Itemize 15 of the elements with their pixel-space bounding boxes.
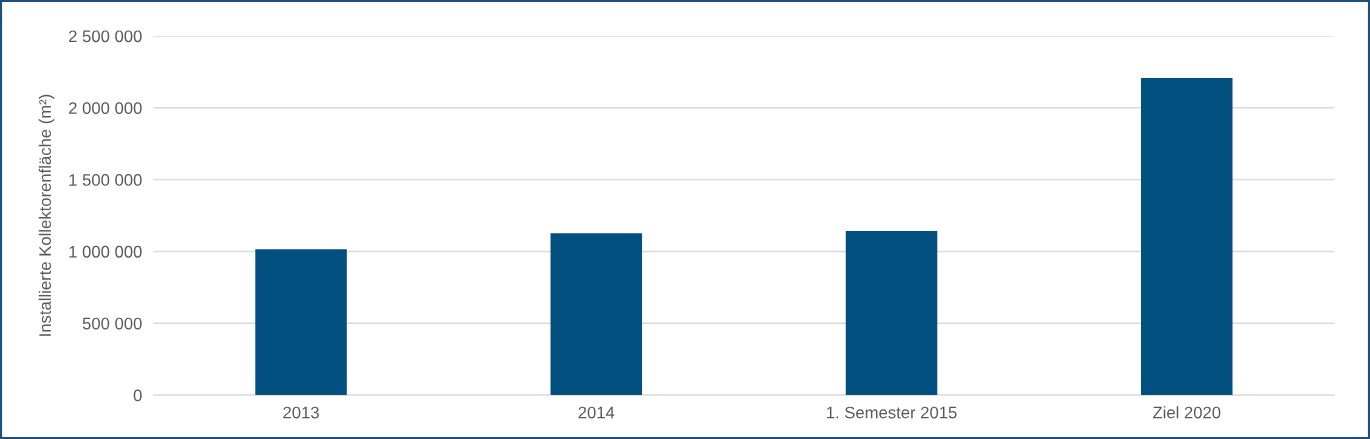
y-tick-label: 2 000 000 bbox=[69, 102, 142, 115]
bar bbox=[1141, 77, 1233, 396]
bar bbox=[255, 249, 347, 396]
x-tick-label: 1. Semester 2015 bbox=[827, 406, 957, 419]
y-tick-label: 2 500 000 bbox=[69, 30, 142, 43]
y-tick-label: 0 bbox=[133, 389, 142, 402]
y-tick-label: 1 500 000 bbox=[69, 174, 142, 186]
bar bbox=[550, 233, 643, 396]
y-axis-title: Installierte Kollektorenfläche (m²) bbox=[38, 94, 55, 336]
bar bbox=[845, 230, 938, 396]
x-tick-label: 2013 bbox=[283, 406, 319, 419]
y-tick-label: 500 000 bbox=[82, 317, 142, 330]
x-tick-label: 2014 bbox=[578, 406, 615, 419]
x-tick-label: Ziel 2020 bbox=[1153, 406, 1221, 419]
y-tick-label: 1 000 000 bbox=[69, 245, 142, 258]
